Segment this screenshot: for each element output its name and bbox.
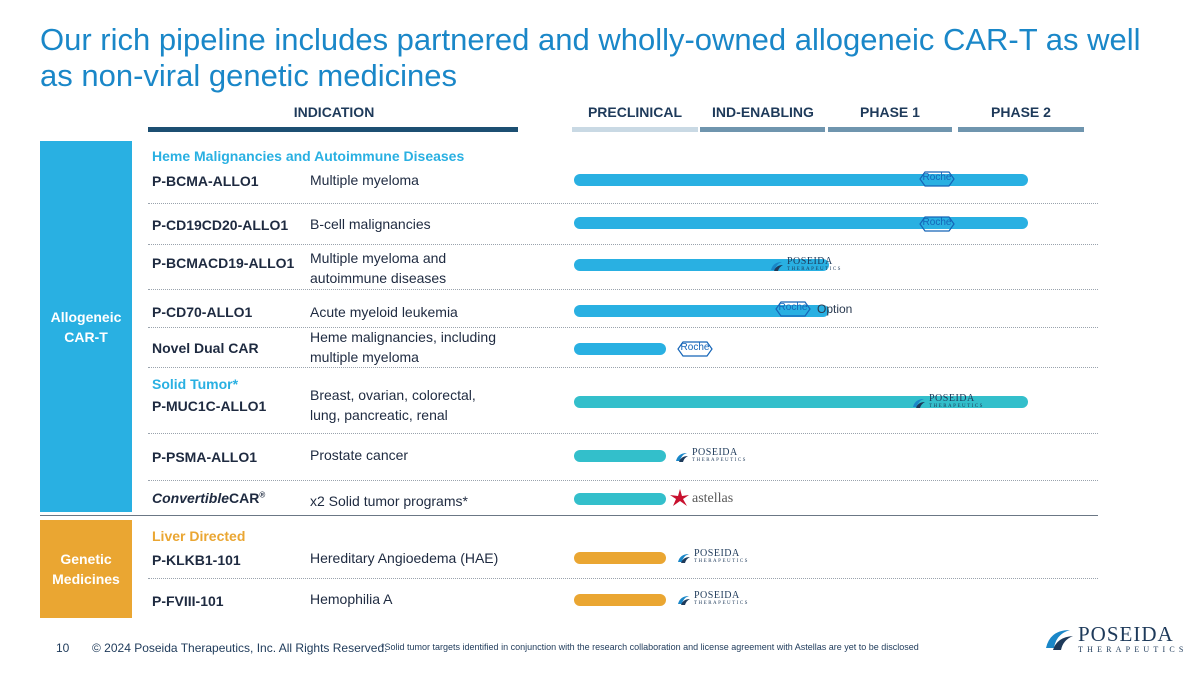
group-heme-malignancies: Heme Malignancies and Autoimmune Disease…	[152, 148, 465, 164]
column-header-preclinical: PRECLINICAL	[587, 104, 683, 120]
preclinical-header-bar	[572, 127, 698, 132]
program-name: P-PSMA-ALLO1	[152, 449, 257, 465]
partner-roche: Roche	[919, 171, 955, 187]
indication-text: Heme malignancies, including multiple mye…	[310, 329, 496, 365]
astellas-logo: astellas	[670, 489, 733, 507]
partner-roche-option: Roche Option	[775, 301, 852, 317]
ind-enabling-header-bar	[700, 127, 825, 132]
indication-text: Acute myeloid leukemia	[310, 304, 458, 320]
phase1-header-bar	[828, 127, 952, 132]
indication-text: Hemophilia A	[310, 591, 393, 607]
program-name: P-FVIII-101	[152, 593, 224, 609]
poseida-logo: POSEIDA THERAPEUTICS	[912, 394, 984, 411]
program-name: P-BCMA-ALLO1	[152, 173, 259, 189]
partner-poseida: POSEIDA THERAPEUTICS	[677, 591, 749, 608]
indication-text: B-cell malignancies	[310, 216, 431, 232]
program-name: Novel Dual CAR	[152, 340, 259, 356]
row-divider	[148, 480, 1098, 481]
partner-poseida: POSEIDA THERAPEUTICS	[770, 257, 842, 274]
copyright-text: © 2024 Poseida Therapeutics, Inc. All Ri…	[92, 641, 388, 655]
partner-poseida: POSEIDA THERAPEUTICS	[675, 448, 747, 465]
row-divider	[148, 433, 1098, 434]
row-divider	[148, 244, 1098, 245]
progress-bar-convertible-car	[574, 493, 666, 505]
progress-bar-p-cd19cd20-allo1	[574, 217, 1028, 229]
poseida-logo: POSEIDA THERAPEUTICS	[677, 549, 749, 566]
partner-roche: Roche	[677, 341, 713, 357]
row-divider	[148, 203, 1098, 204]
column-header-indication: INDICATION	[293, 104, 375, 120]
indication-text: Multiple myeloma and autoimmune diseases	[310, 250, 447, 286]
section-divider	[40, 515, 1098, 516]
progress-bar-p-bcmacd19-allo1	[574, 259, 829, 271]
option-label: Option	[817, 302, 853, 316]
indication-header-bar	[148, 127, 518, 132]
row-divider	[148, 289, 1098, 290]
partner-poseida: POSEIDA THERAPEUTICS	[912, 394, 984, 411]
row-divider	[148, 367, 1098, 368]
progress-bar-p-bcma-allo1	[574, 174, 1028, 186]
progress-bar-p-fviii-101	[574, 594, 666, 606]
row-divider	[148, 578, 1098, 579]
program-name: P-CD70-ALLO1	[152, 304, 253, 320]
roche-icon: Roche	[775, 301, 811, 317]
poseida-wave-icon	[1046, 630, 1073, 650]
indication-text: Breast, ovarian, colorectal, lung, pancre…	[310, 387, 476, 423]
indication-text: Multiple myeloma	[310, 172, 419, 188]
poseida-logo: POSEIDA THERAPEUTICS	[677, 591, 749, 608]
page-number: 10	[56, 641, 70, 655]
slide-title: Our rich pipeline includes partnered and…	[40, 22, 1141, 93]
program-name: P-KLKB1-101	[152, 552, 241, 568]
poseida-logo: POSEIDA THERAPEUTICS	[770, 257, 842, 274]
genetic-medicines-section-label: Genetic Medicines	[40, 520, 132, 618]
column-header-phase1: PHASE 1	[860, 104, 920, 120]
roche-icon: Roche	[677, 341, 713, 357]
partner-poseida: POSEIDA THERAPEUTICS	[677, 549, 749, 566]
column-header-phase2: PHASE 2	[991, 104, 1051, 120]
indication-text: Hereditary Angioedema (HAE)	[310, 550, 499, 566]
program-name: P-MUC1C-ALLO1	[152, 398, 267, 414]
phase2-header-bar	[958, 127, 1084, 132]
program-name: P-BCMACD19-ALLO1	[152, 255, 295, 271]
indication-text: Prostate cancer	[310, 447, 409, 463]
partner-astellas: astellas	[670, 489, 733, 507]
progress-bar-p-cd70-allo1	[574, 305, 829, 317]
program-name-convertible-car: ConvertibleCAR®	[152, 490, 266, 506]
group-solid-tumor: Solid Tumor*	[152, 376, 239, 392]
partner-roche: Roche	[919, 216, 955, 232]
group-liver-directed: Liver Directed	[152, 528, 246, 544]
progress-bar-p-psma-allo1	[574, 450, 666, 462]
roche-icon: Roche	[919, 171, 955, 187]
column-header-ind-enabling: IND-ENABLING	[712, 104, 814, 120]
progress-bar-p-klkb1-101	[574, 552, 666, 564]
indication-text: x2 Solid tumor programs*	[310, 493, 468, 509]
allogeneic-car-t-section-label: Allogeneic CAR-T	[40, 141, 132, 512]
roche-icon: Roche	[919, 216, 955, 232]
poseida-brand-logo: POSEIDA THERAPEUTICS	[1044, 623, 1188, 655]
program-name: P-CD19CD20-ALLO1	[152, 217, 289, 233]
row-divider	[148, 327, 1098, 328]
footnote-text: *Solid tumor targets identified in conju…	[381, 642, 919, 652]
poseida-logo: POSEIDA THERAPEUTICS	[675, 448, 747, 465]
progress-bar-novel-dual-car	[574, 343, 666, 355]
